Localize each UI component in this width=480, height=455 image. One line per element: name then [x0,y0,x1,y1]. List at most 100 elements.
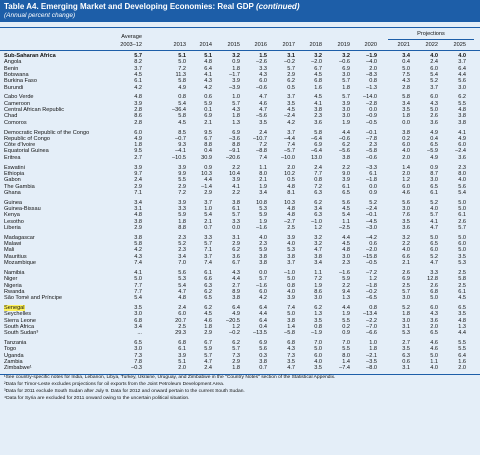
cell-value: 1.2 [369,276,377,283]
cell-value: 3.5 [458,311,466,318]
cell-value: 5.0 [430,352,438,359]
cell-value: –6.5 [366,295,377,302]
row-label: Uganda [4,352,24,359]
cell-value: 2.9 [134,224,142,231]
cell-value: 2.0 [402,154,410,161]
cell-value: –1.6 [256,224,267,231]
cell-value: 13.0 [311,154,322,161]
cell-value: 5.7 [204,241,212,248]
cell-value: 5.5 [458,340,466,347]
cell-value: –1.9 [366,53,377,59]
cell-value: 6.0 [134,129,142,136]
cell-value: 4.4 [342,305,350,311]
cell-value: 10.2 [284,170,295,177]
cell-value: 5.0 [458,247,466,254]
cell-value: 4.1 [458,129,466,136]
cell-value: 3.2 [342,53,350,59]
cell-value: 4.5 [178,119,186,126]
cell-value: 10.8 [256,199,267,206]
cell-value: –5.9 [427,148,438,155]
cell-value: –1.0 [311,218,322,225]
row-label: Côte d'Ivoire [4,142,36,149]
cell-value: 1.1 [314,269,322,276]
column-header: 2022 [425,42,438,48]
cell-value: 4.3 [430,100,438,107]
cell-value: 3.1 [232,234,240,241]
cell-value: 4.6 [259,100,267,107]
cell-value: 6.4 [458,352,466,359]
cell-value: 3.9 [134,100,142,107]
row-label: Liberia [4,224,21,231]
cell-value: 1.9 [342,119,350,126]
cell-value: 5.4 [430,71,438,78]
cell-value: –1.0 [284,269,295,276]
cell-value: 7.8 [134,359,142,365]
cell-value: 4.6 [430,340,438,347]
cell-value: 2.0 [287,164,295,171]
projections-label: Projections [417,31,445,37]
cell-value: 4.5 [204,311,212,318]
cell-value: 2.0 [458,365,466,372]
cell-value: 3.8 [287,317,295,324]
cell-value: 4.5 [342,241,350,248]
cell-value: 7.4 [287,305,295,311]
cell-value: 5.0 [314,346,322,353]
cell-value: 3.1 [402,323,410,330]
cell-value: 5.5 [342,346,350,353]
cell-value: 2.7 [134,154,142,161]
cell-value: 4.5 [314,71,322,78]
cell-value: 4.9 [430,154,438,161]
cell-value: 4.0 [430,53,438,59]
row-label: Mozambique [4,260,37,266]
cell-value: 6.5 [430,330,438,337]
cell-value: 4.7 [259,94,267,101]
cell-value: –0.1 [366,212,377,219]
cell-value: 8.0 [458,170,466,177]
cell-value: 4.4 [458,71,466,78]
cell-value: 2.2 [342,164,350,171]
row-label: South Africa [4,323,35,330]
cell-value: 6.0 [259,78,267,85]
cell-value: 4.0 [314,359,322,365]
cell-value: 0.4 [402,59,410,66]
cell-value: 3.9 [232,78,240,85]
cell-value: 4.3 [259,71,267,78]
cell-value: –5.6 [256,113,267,120]
cell-value: 5.0 [458,199,466,206]
cell-value: 2.2 [232,164,240,171]
cell-value: 5.0 [287,276,295,283]
cell-value: 2.2 [402,241,410,248]
cell-value: 6.5 [204,295,212,302]
cell-value: –0.6 [256,84,267,91]
column-header: 2025 [453,42,466,48]
cell-value: 1.4 [342,359,350,365]
cell-value: 29.3 [175,330,186,337]
cell-value: –1.8 [366,177,377,184]
cell-value: 4.3 [232,269,240,276]
cell-value: 20.7 [175,317,186,324]
cell-value: 2.8 [134,119,142,126]
cell-value: 4.1 [232,183,240,190]
row-label: Niger [4,276,18,283]
cell-value: 4.3 [232,107,240,113]
cell-value: 6.2 [342,142,350,149]
cell-value: 5.8 [178,113,186,120]
title-note: (continued) [255,2,300,11]
row-label: Botswana [4,71,29,78]
row-label: Guinea [4,199,23,206]
cell-value: 2.5 [458,282,466,289]
cell-value: –1.6 [256,282,267,289]
cell-value: 2.4 [134,177,142,184]
cell-value: 3.8 [402,129,410,136]
cell-value: 0.8 [314,323,322,330]
cell-value: 4.0 [402,247,410,254]
cell-value: 4.0 [430,206,438,212]
cell-value: –5.8 [366,148,377,155]
cell-value: 5.5 [342,317,350,324]
cell-value: –0.3 [131,365,142,372]
cell-value: 3.5 [314,365,322,372]
cell-value: –1.3 [366,84,377,91]
cell-value: –3.3 [366,164,377,171]
cell-value: 5.7 [287,65,295,72]
cell-value: –0.1 [366,129,377,136]
